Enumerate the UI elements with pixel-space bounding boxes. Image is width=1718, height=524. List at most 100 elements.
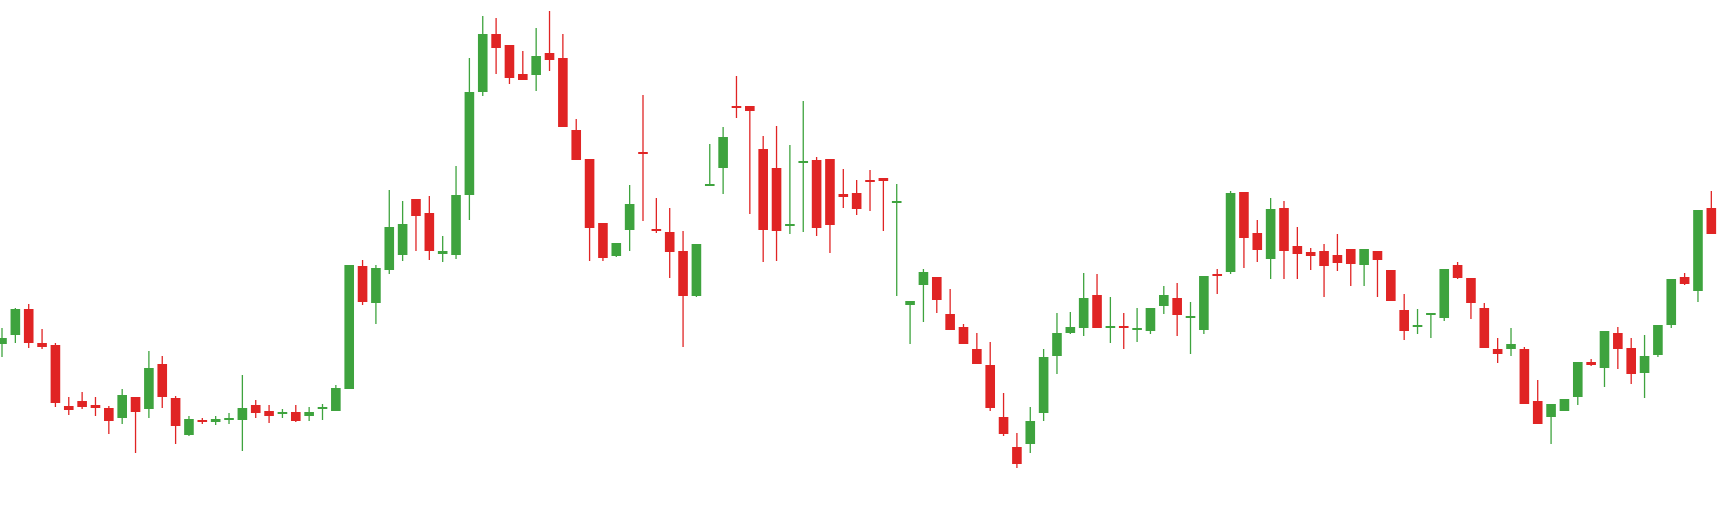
candle: [1345, 249, 1356, 286]
candle-body-up: [1506, 344, 1516, 349]
candle: [90, 397, 101, 416]
candle-body-up: [1639, 356, 1650, 373]
candle: [1132, 308, 1142, 342]
candle: [1439, 269, 1450, 321]
candle-body-up: [1559, 399, 1570, 411]
candle-body-up: [1412, 325, 1423, 327]
candle-body-up: [1693, 210, 1703, 291]
candle: [1412, 309, 1423, 334]
candle-body-up: [0, 338, 7, 344]
candle-body-up: [1025, 421, 1036, 444]
candle: [397, 201, 408, 261]
candle-body-up: [317, 407, 328, 409]
candle-body-up: [384, 227, 395, 270]
candle: [37, 329, 47, 349]
candle-body-up: [1132, 328, 1142, 330]
candle: [437, 236, 448, 262]
candle: [77, 392, 87, 409]
candle-body-up: [1666, 279, 1677, 325]
candle-body-down: [651, 229, 662, 231]
candle-body-down: [998, 417, 1009, 434]
candle-body-down: [1319, 251, 1329, 266]
candle-body-up: [1572, 362, 1583, 397]
candle-body-up: [1145, 308, 1156, 331]
candle: [1319, 244, 1329, 297]
candle-body-down: [985, 365, 996, 408]
candle-body-down: [571, 130, 582, 160]
candle-body-up: [1426, 313, 1436, 315]
candle: [1225, 191, 1236, 274]
candle: [130, 397, 141, 453]
candle-body-down: [518, 74, 528, 80]
candle: [1559, 399, 1570, 411]
candle-body-down: [170, 398, 181, 426]
candle-body-up: [1078, 298, 1089, 328]
candle-body-down: [851, 193, 862, 209]
candle: [785, 145, 795, 234]
candle-body-down: [197, 420, 208, 422]
candle: [117, 389, 127, 424]
candle-body-down: [290, 412, 301, 421]
candle: [1118, 313, 1129, 349]
candle: [157, 356, 168, 408]
candle: [718, 127, 728, 194]
candle: [250, 400, 261, 418]
candle: [277, 409, 288, 418]
candle: [945, 289, 955, 330]
candle-body-down: [771, 168, 782, 231]
candle-body-down: [931, 277, 942, 300]
candle-body-down: [411, 199, 421, 216]
candle: [1265, 198, 1276, 279]
candle: [518, 51, 528, 80]
candle-body-down: [63, 406, 74, 410]
candle: [1158, 286, 1169, 314]
candle: [1599, 331, 1610, 387]
candle: [411, 199, 421, 251]
candle-body-up: [718, 137, 728, 168]
candle-body-down: [838, 194, 849, 197]
candle: [1185, 302, 1196, 354]
candle: [624, 185, 635, 251]
candle-body-down: [1466, 278, 1476, 303]
candle: [371, 265, 381, 324]
candle-body-down: [584, 159, 595, 228]
candle-body-down: [1399, 310, 1409, 331]
candle-body-up: [1105, 326, 1116, 328]
candle: [1613, 327, 1623, 369]
candle: [504, 45, 515, 84]
candle: [811, 157, 822, 236]
candle: [304, 407, 314, 421]
candle-body-up: [397, 224, 408, 255]
candle-body-down: [77, 401, 87, 407]
candle: [1706, 191, 1717, 234]
candle-body-down: [1305, 252, 1316, 256]
candle: [731, 76, 742, 118]
candle: [290, 405, 301, 422]
candle: [1479, 303, 1490, 348]
candle-body-down: [1252, 233, 1263, 250]
candle-body-up: [1439, 269, 1450, 318]
candle-body-up: [891, 201, 902, 203]
candle-body-down: [1479, 308, 1490, 348]
candle: [384, 190, 395, 274]
candle: [704, 144, 715, 186]
candle: [1386, 270, 1396, 301]
candle-body-down: [544, 53, 555, 60]
candle: [1639, 335, 1650, 398]
candle-body-up: [905, 301, 915, 305]
candle: [678, 231, 688, 347]
candle-body-up: [1038, 357, 1049, 413]
candle-body-up: [344, 265, 355, 389]
candle: [558, 34, 568, 127]
candle-body-up: [531, 56, 541, 75]
candle-body-down: [638, 152, 648, 154]
candle-body-down: [1345, 249, 1356, 264]
candle-body-up: [331, 388, 341, 411]
candle-body-up: [1065, 327, 1076, 333]
candle-body-down: [1706, 208, 1717, 234]
candle-body-up: [224, 418, 234, 420]
candle: [1492, 338, 1503, 363]
candle: [651, 198, 662, 233]
candle-body-up: [437, 251, 448, 254]
